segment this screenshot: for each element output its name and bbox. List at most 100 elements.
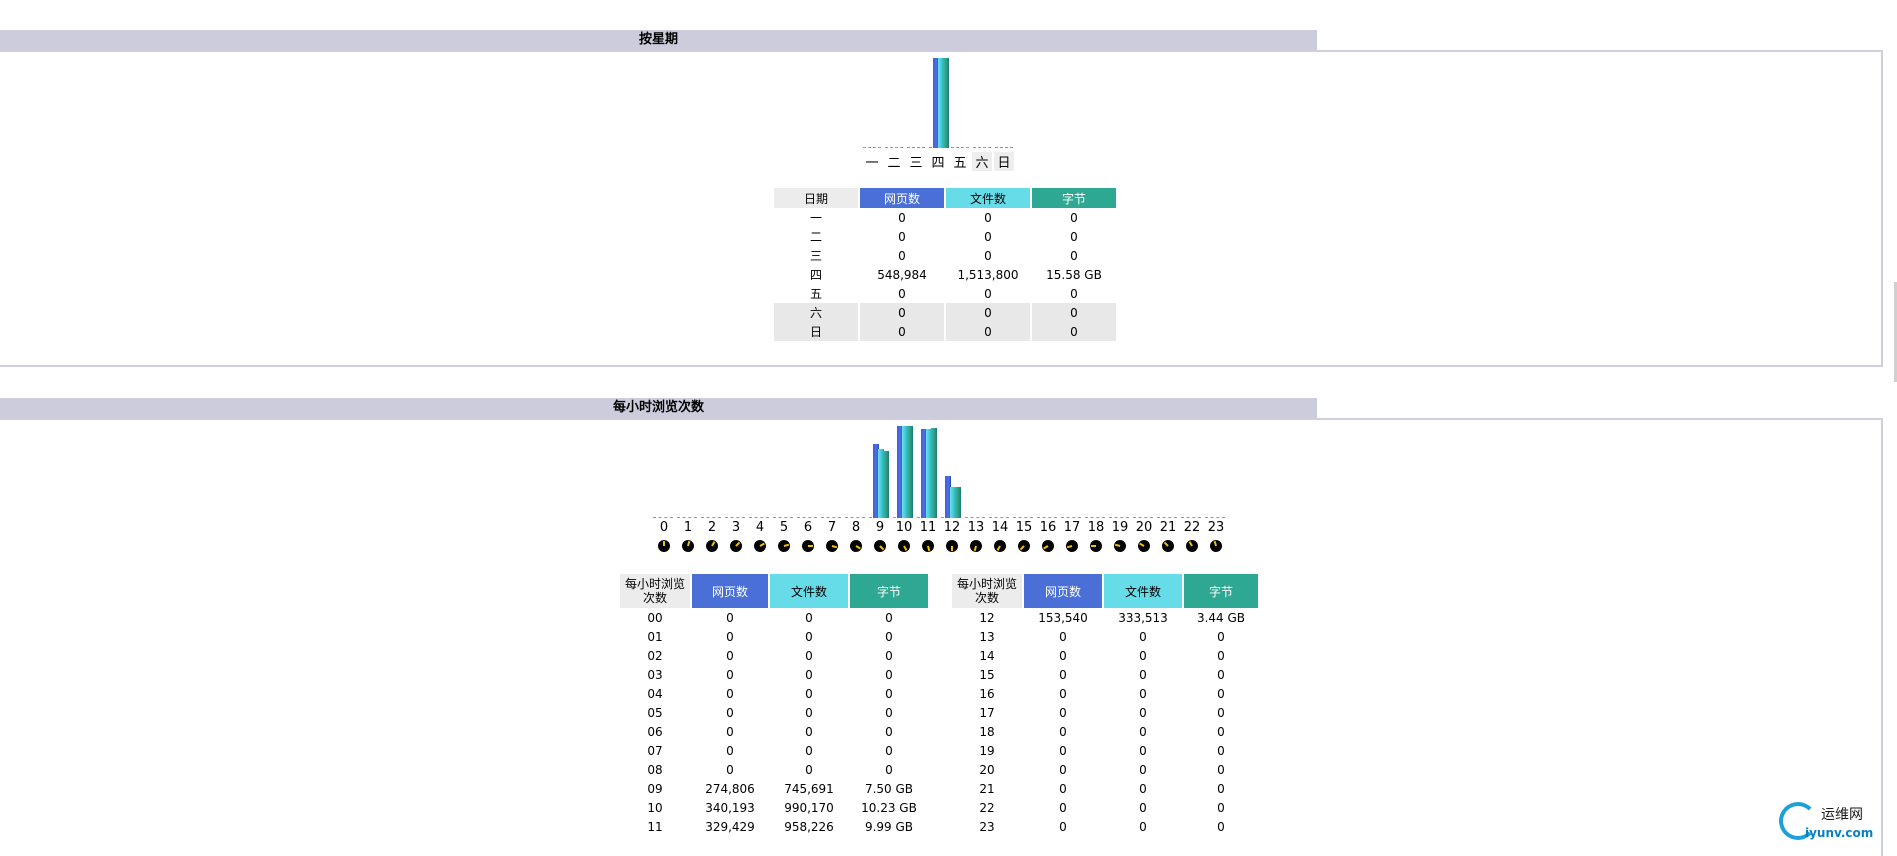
hourly-baseline	[1013, 516, 1033, 518]
weekday-x-label: 六	[972, 152, 992, 171]
cell-bytes: 3.44 GB	[1196, 610, 1246, 625]
hourly-baseline	[821, 516, 841, 518]
weekday-x-label: 二	[887, 156, 901, 171]
cell-pages: 0	[726, 629, 734, 644]
table-row: 17 0 0 0	[952, 703, 1258, 722]
cell-pages: 0	[726, 610, 734, 625]
hourly-x-label: 0	[659, 520, 669, 535]
cell-files: 0	[805, 705, 813, 720]
hourly-x-label: 22	[1183, 520, 1201, 535]
cell-bytes: 7.50 GB	[864, 781, 914, 796]
cell-files: 745,691	[784, 781, 834, 796]
weekday-x-label: 一	[865, 156, 879, 171]
hourly-bar	[950, 487, 956, 518]
clock-icon	[946, 540, 958, 552]
weekday-bar	[933, 58, 939, 148]
cell-files: 0	[946, 322, 1030, 341]
table-row: 09 274,806 745,691 7.50 GB	[620, 779, 928, 798]
cell-label: 21	[979, 781, 995, 796]
cell-files: 0	[805, 743, 813, 758]
hourly-x-label: 8	[851, 520, 861, 535]
hourly-baseline	[989, 516, 1009, 518]
cell-label: 01	[647, 629, 663, 644]
hourly-x-label: 23	[1207, 520, 1225, 535]
scrollbar[interactable]	[1894, 282, 1897, 382]
table-row: 01 0 0 0	[620, 627, 928, 646]
hourly-baseline	[1037, 516, 1057, 518]
weekday-bar	[938, 58, 944, 148]
col-header-hour: 每小时浏览次数	[952, 574, 1022, 608]
cell-files: 0	[805, 686, 813, 701]
cell-pages: 0	[1059, 781, 1067, 796]
cell-pages: 0	[898, 286, 906, 301]
hourly-baseline	[1133, 516, 1153, 518]
cell-files: 0	[1139, 686, 1147, 701]
col-header-hour: 每小时浏览次数	[620, 574, 690, 608]
hourly-x-label: 16	[1039, 520, 1057, 535]
cell-label: 一	[809, 211, 822, 225]
cell-label: 五	[809, 287, 822, 301]
cell-bytes: 0	[885, 743, 893, 758]
clock-icon	[703, 537, 721, 555]
table-row: 15 0 0 0	[952, 665, 1258, 684]
table-row: 10 340,193 990,170 10.23 GB	[620, 798, 928, 817]
weekday-bar-chart	[862, 58, 1022, 148]
cell-bytes: 0	[1070, 229, 1078, 244]
hourly-x-label: 18	[1087, 520, 1105, 535]
hourly-bar	[897, 426, 903, 518]
hourly-x-label: 3	[731, 520, 741, 535]
table-row: 07 0 0 0	[620, 741, 928, 760]
cell-files: 0	[1139, 724, 1147, 739]
hourly-bar	[878, 449, 884, 518]
clock-icon	[658, 540, 670, 552]
table-row: 18 0 0 0	[952, 722, 1258, 741]
hourly-baseline	[749, 516, 769, 518]
table-row: 四 548,984 1,513,800 15.58 GB	[774, 265, 1116, 284]
hourly-baseline	[653, 516, 673, 518]
cell-bytes: 0	[1070, 286, 1078, 301]
hourly-bar	[926, 429, 932, 518]
cell-files: 0	[1139, 762, 1147, 777]
col-header-bytes: 字节	[1184, 574, 1258, 608]
cell-files: 958,226	[784, 819, 834, 834]
cell-pages: 0	[860, 303, 944, 322]
table-row: 05 0 0 0	[620, 703, 928, 722]
cell-pages: 0	[726, 762, 734, 777]
table-row: 11 329,429 958,226 9.99 GB	[620, 817, 928, 836]
hourly-baseline	[797, 516, 817, 518]
hourly-x-label: 7	[827, 520, 837, 535]
table-row: 00 0 0 0	[620, 608, 928, 627]
cell-pages: 0	[1059, 819, 1067, 834]
clock-icon	[824, 538, 840, 554]
col-header-files: 文件数	[946, 188, 1030, 208]
table-row: 23 0 0 0	[952, 817, 1258, 836]
cell-files: 0	[984, 210, 992, 225]
cell-pages: 0	[1059, 629, 1067, 644]
hourly-baseline	[845, 516, 865, 518]
hourly-bar	[931, 428, 937, 518]
hourly-table-left: 每小时浏览次数 网页数 文件数 字节 00 0 0 0 01 0 0 0 02 0 0 0 03 0 0 0 0…	[618, 574, 930, 836]
hourly-x-label: 20	[1135, 520, 1153, 535]
watermark-en: iyunv.com	[1805, 826, 1874, 840]
clock-icon	[968, 538, 984, 554]
cell-pages: 340,193	[705, 800, 755, 815]
cell-bytes: 0	[1217, 743, 1225, 758]
table-row: 12 153,540 333,513 3.44 GB	[952, 608, 1258, 627]
hourly-baseline	[773, 516, 793, 518]
clock-icon	[1183, 537, 1201, 555]
hourly-x-label: 4	[755, 520, 765, 535]
cell-label: 四	[809, 268, 822, 282]
clock-icon	[991, 537, 1009, 555]
table-row: 19 0 0 0	[952, 741, 1258, 760]
cell-label: 08	[647, 762, 663, 777]
cell-pages: 0	[898, 248, 906, 263]
cell-bytes: 0	[1032, 322, 1116, 341]
cell-label: 11	[647, 819, 663, 834]
table-row: 03 0 0 0	[620, 665, 928, 684]
cell-bytes: 0	[1217, 686, 1225, 701]
weekday-baseline	[863, 146, 881, 148]
hourly-bar	[883, 451, 889, 518]
cell-pages: 0	[1059, 705, 1067, 720]
table-row: 三 0 0 0	[774, 246, 1116, 265]
